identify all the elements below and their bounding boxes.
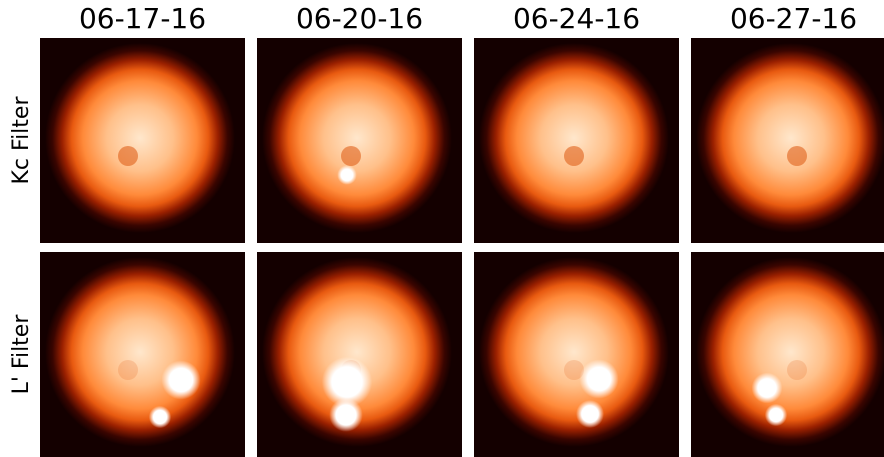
hot-spot xyxy=(329,398,363,432)
image-panel xyxy=(691,38,884,243)
moon-disk xyxy=(45,257,235,447)
moon-disk xyxy=(479,257,669,447)
image-panel xyxy=(474,252,679,457)
hot-spot xyxy=(579,359,618,398)
surface-feature xyxy=(341,146,361,166)
column-title: 06-24-16 xyxy=(513,2,640,35)
surface-feature xyxy=(787,360,807,380)
image-panel xyxy=(474,38,679,243)
column-title: 06-17-16 xyxy=(79,2,206,35)
surface-feature xyxy=(787,146,807,166)
column-title: 06-20-16 xyxy=(296,2,423,35)
image-panel xyxy=(40,38,245,243)
moon-disk xyxy=(696,43,884,233)
hot-spot xyxy=(576,400,604,428)
hot-spot xyxy=(149,406,171,428)
column-title: 06-27-16 xyxy=(730,2,857,35)
image-panel xyxy=(691,252,884,457)
image-panel xyxy=(257,38,462,243)
moon-disk xyxy=(479,43,669,233)
row-label: Kc Filter xyxy=(9,96,34,185)
moon-disk xyxy=(45,43,235,233)
surface-feature xyxy=(118,146,138,166)
image-panel xyxy=(257,252,462,457)
row-label: L' Filter xyxy=(9,314,34,395)
surface-feature xyxy=(118,360,138,380)
image-panel xyxy=(40,252,245,457)
surface-feature xyxy=(564,146,584,166)
page: 06-17-16 06-20-16 06-24-16 06-27-16 Kc Filte… xyxy=(0,0,884,457)
hot-spot xyxy=(765,404,787,426)
hot-spot xyxy=(752,373,783,404)
hot-spot xyxy=(161,360,200,399)
hot-spot xyxy=(337,165,357,185)
moon-disk xyxy=(262,43,452,233)
moon-disk xyxy=(696,257,884,447)
figure: 06-17-16 06-20-16 06-24-16 06-27-16 Kc Filte… xyxy=(0,0,884,457)
